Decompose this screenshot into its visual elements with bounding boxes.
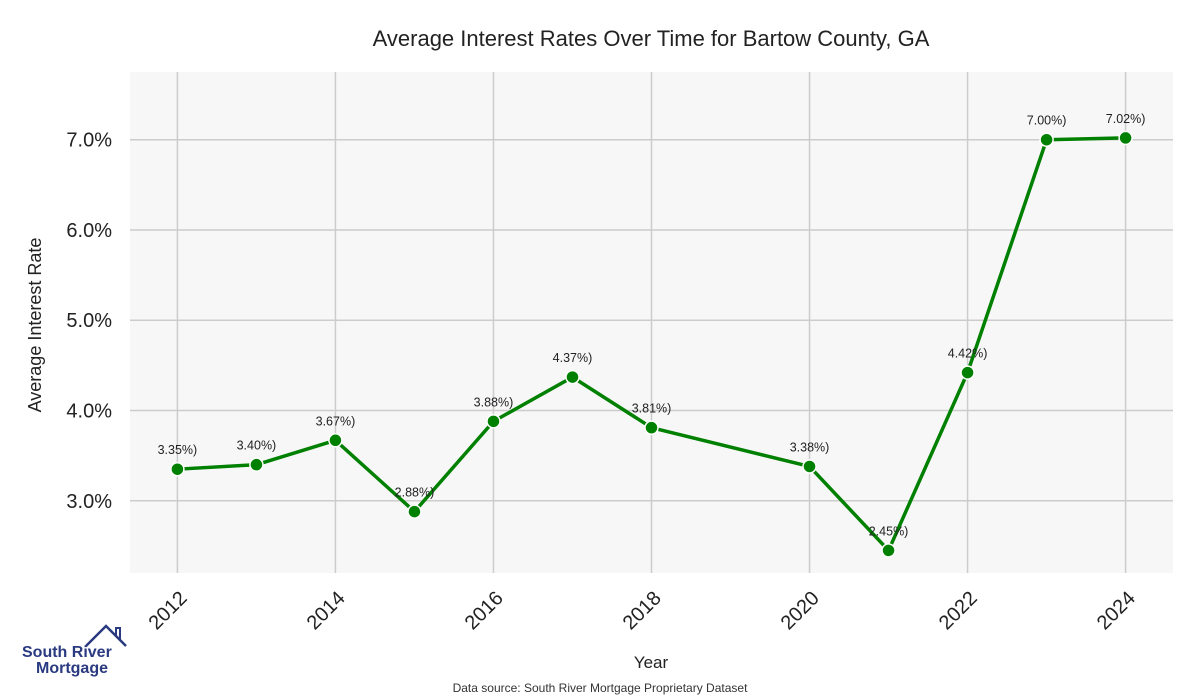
- y-tick-label: 5.0%: [66, 310, 112, 332]
- x-tick-label: 2014: [303, 587, 350, 634]
- data-label: 7.00%): [1027, 114, 1067, 128]
- x-tick-label: 2024: [1093, 587, 1140, 634]
- x-tick-label: 2022: [935, 587, 982, 634]
- x-tick-label: 2012: [145, 587, 192, 634]
- x-tick-label: 2018: [619, 587, 666, 634]
- grid-lines: [130, 72, 1173, 573]
- data-label: 7.02%): [1106, 112, 1146, 126]
- data-label: 2.88%): [395, 486, 435, 500]
- chart-title: Average Interest Rates Over Time for Bar…: [373, 26, 930, 51]
- series-rate: [170, 130, 1133, 558]
- y-tick-label: 7.0%: [66, 130, 112, 152]
- y-tick-label: 6.0%: [66, 220, 112, 242]
- data-source-note: Data source: South River Mortgage Propri…: [452, 681, 748, 695]
- data-point: [407, 504, 422, 519]
- data-point: [565, 369, 580, 385]
- data-point: [1039, 132, 1054, 147]
- data-point: [328, 433, 343, 448]
- data-label: 3.38%): [790, 440, 830, 454]
- data-point: [881, 543, 896, 558]
- data-label: 4.37%): [553, 351, 593, 365]
- data-point: [486, 414, 501, 429]
- data-label: 4.42%): [948, 347, 988, 361]
- data-labels: 3.35%) 3.40%) 3.67%) 2.88%) 3.88%) 4.37%) 3.81…: [158, 112, 1146, 539]
- x-tick-label: 2016: [461, 587, 508, 634]
- data-label: 3.88%): [474, 395, 514, 409]
- data-point: [802, 459, 817, 474]
- data-point: [249, 457, 264, 472]
- logo-text-line1: South River: [22, 644, 112, 661]
- data-label: 3.67%): [316, 414, 356, 428]
- data-label: 3.81%): [632, 402, 672, 416]
- x-tick-label: 2020: [777, 587, 824, 634]
- x-axis-label: Year: [634, 653, 669, 672]
- y-axis-label: Average Interest Rate: [25, 238, 45, 413]
- house-icon: [85, 624, 127, 647]
- y-tick-label: 3.0%: [66, 491, 112, 513]
- series-line: [177, 136, 1126, 553]
- logo-text-line2: Mortgage: [36, 660, 108, 677]
- data-label: 3.35%): [158, 443, 198, 457]
- data-point: [170, 461, 185, 477]
- data-label: 3.40%): [237, 439, 277, 453]
- south-river-mortgage-logo: South River Mortgage: [22, 620, 127, 682]
- data-label: 2.45%): [869, 524, 909, 538]
- y-tick-label: 4.0%: [66, 401, 112, 423]
- data-point: [644, 420, 659, 435]
- data-point: [1118, 130, 1133, 146]
- data-point: [960, 365, 975, 380]
